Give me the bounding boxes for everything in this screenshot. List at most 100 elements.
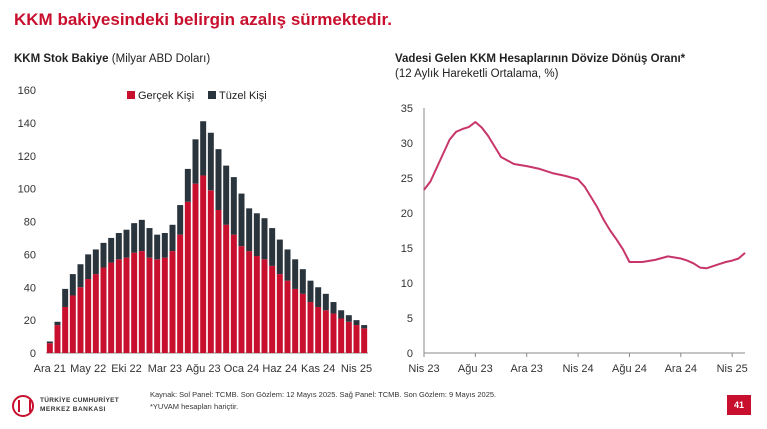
left-panel-title-bold: KKM Stok Bakiye [14,53,109,65]
page-number: 41 [727,395,751,415]
bar-real-person [108,262,115,353]
bar-real-person [69,295,76,353]
bar-legal-person [361,325,368,329]
bar-real-person [115,259,122,353]
bar-legal-person [207,132,214,191]
left-y-tick-label: 60 [24,249,36,261]
bar-legal-person [192,139,199,184]
bar-legal-person [100,242,107,268]
right-panel-subtitle: (12 Aylık Hareketli Ortalama, %) [395,68,559,80]
bar-legal-person [246,208,253,252]
left-y-tick-label: 80 [24,217,36,229]
bar-real-person [315,306,322,353]
bar-real-person [361,328,368,353]
left-x-tick-label: Ara 21 [34,363,66,375]
left-x-tick-label: Oca 24 [224,363,259,375]
bar-real-person [85,279,92,353]
bar-real-person [307,302,314,353]
bar-real-person [146,257,153,353]
right-y-tick-label: 15 [401,243,413,255]
bar-real-person [246,251,253,353]
right-panel-title: Vadesi Gelen KKM Hesaplarının Dövize Dön… [395,53,686,65]
bar-real-person [100,267,107,353]
left-y-tick-label: 100 [18,184,36,196]
left-x-tick-label: Kas 24 [301,363,335,375]
bar-real-person [299,293,306,353]
bar-legal-person [230,177,237,235]
conversion-rate-line [423,121,746,270]
bar-legal-person [292,259,299,289]
bar-legal-person [269,228,276,266]
yuvam-footnote: *YUVAM hesapları hariçtir. [150,402,239,411]
left-y-tick-label: 0 [30,348,36,360]
left-x-tick-label: Mar 23 [148,363,182,375]
bar-real-person [192,183,199,353]
bar-legal-person [146,228,153,258]
source-note: Kaynak: Sol Panel: TCMB. Son Gözlem: 12 … [150,390,497,399]
bar-real-person [230,234,237,353]
bar-legal-person [238,193,245,247]
right-x-tick-label: Ağu 24 [612,363,647,375]
left-x-tick-label: Ağu 23 [186,363,221,375]
bar-legal-person [138,219,145,252]
bar-real-person [215,209,222,353]
bar-real-person [345,321,352,353]
bar-legal-person [123,229,130,258]
bar-real-person [138,251,145,353]
bar-legal-person [284,249,291,281]
left-legend: Gerçek Kişi Tüzel Kişi [127,90,267,102]
left-x-tick-label: Haz 24 [262,363,297,375]
bar-real-person [223,224,230,353]
bar-real-person [276,274,283,353]
right-x-tick-label: Ara 23 [511,363,543,375]
bar-legal-person [54,321,61,326]
bar-real-person [184,201,191,353]
right-y-tick-label: 35 [401,103,413,115]
right-x-tick-label: Nis 23 [408,363,439,375]
left-x-tick-label: Nis 25 [341,363,372,375]
left-x-tick-label: May 22 [70,363,106,375]
bar-legal-person [200,121,207,176]
bar-legal-person [169,224,176,252]
bar-real-person [338,318,345,353]
bar-real-person [238,246,245,353]
legend-label-real-person: Gerçek Kişi [138,90,194,102]
bar-legal-person [46,341,53,344]
right-y-tick-label: 20 [401,208,413,220]
left-y-tick-label: 160 [18,85,36,97]
right-y-tick-label: 30 [401,138,413,150]
left-y-tick-label: 140 [18,118,36,130]
bar-legal-person [154,234,161,260]
bar-real-person [322,310,329,353]
bar-legal-person [108,237,115,263]
slide-title: KKM bakiyesindeki belirgin azalış sürmek… [14,10,392,29]
bar-real-person [253,256,260,353]
bar-legal-person [131,223,138,253]
bar-legal-person [62,288,69,307]
bar-real-person [200,175,207,353]
left-panel-title: KKM Stok Bakiye (Milyar ABD Doları) [14,52,210,66]
bar-legal-person [276,239,283,275]
bar-legal-person [261,218,268,260]
bar-legal-person [184,168,191,202]
bar-real-person [261,259,268,353]
bar-legal-person [115,233,122,260]
bar-real-person [46,343,53,353]
bar-legal-person [345,315,352,322]
bar-real-person [330,313,337,353]
bar-legal-person [77,264,84,288]
bar-legal-person [330,302,337,314]
bar-legal-person [353,320,360,326]
bar-legal-person [85,254,92,280]
bar-legal-person [92,249,99,275]
right-y-tick-label: 25 [401,173,413,185]
legend-swatch-real-person [127,91,135,99]
bar-real-person [123,257,130,353]
right-x-tick-label: Ağu 23 [458,363,493,375]
logo-text-line2: MERKEZ BANKASI [40,406,106,413]
bar-real-person [292,288,299,353]
bar-legal-person [69,274,76,296]
bar-real-person [284,280,291,353]
left-panel-title-unit: (Milyar ABD Doları) [108,53,211,65]
